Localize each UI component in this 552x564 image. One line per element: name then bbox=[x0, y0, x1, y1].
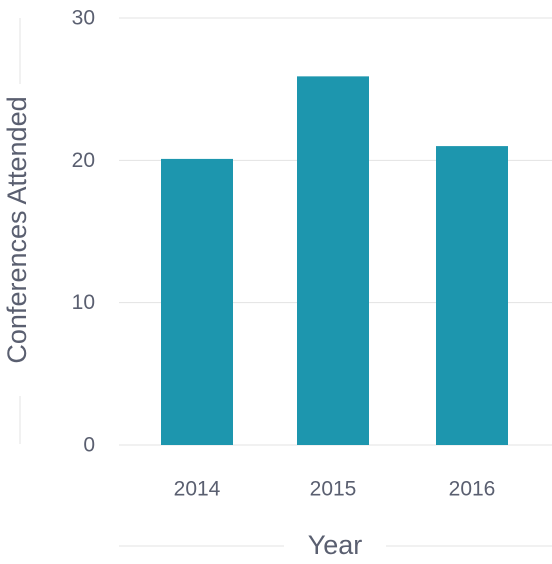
y-axis-ticks: 0 10 20 30 bbox=[72, 7, 95, 457]
bar-2014 bbox=[161, 158, 233, 445]
bar-series bbox=[161, 76, 508, 446]
x-tick-label: 2015 bbox=[310, 478, 357, 501]
y-tick-label: 0 bbox=[83, 434, 95, 457]
y-axis-title: Conferences Attended bbox=[2, 96, 32, 363]
y-tick-label: 10 bbox=[72, 291, 95, 314]
bar-2016 bbox=[436, 146, 508, 445]
x-tick-label: 2014 bbox=[174, 478, 221, 501]
x-axis-title: Year bbox=[308, 530, 363, 560]
x-axis-ticks: 2014 2015 2016 bbox=[174, 478, 496, 501]
x-tick-label: 2016 bbox=[449, 478, 496, 501]
y-tick-label: 30 bbox=[72, 7, 95, 30]
y-tick-label: 20 bbox=[72, 149, 95, 172]
bar-2015 bbox=[297, 76, 369, 446]
